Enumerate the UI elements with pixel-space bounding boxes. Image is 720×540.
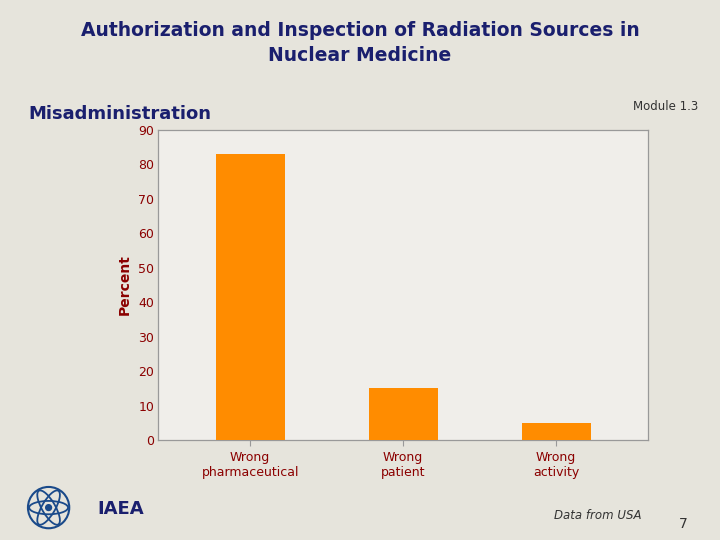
Bar [216,154,284,440]
Text: IAEA: IAEA [97,500,144,518]
Text: Module 1.3: Module 1.3 [633,100,698,113]
Text: Authorization and Inspection of Radiation Sources in
Nuclear Medicine: Authorization and Inspection of Radiatio… [81,21,639,65]
Circle shape [45,505,52,510]
Text: Misadministration: Misadministration [29,105,212,123]
Bar [369,388,438,440]
Y-axis label: Percent: Percent [117,254,131,315]
Text: Data from USA: Data from USA [554,509,642,522]
Bar [522,423,590,440]
Text: 7: 7 [679,517,688,531]
